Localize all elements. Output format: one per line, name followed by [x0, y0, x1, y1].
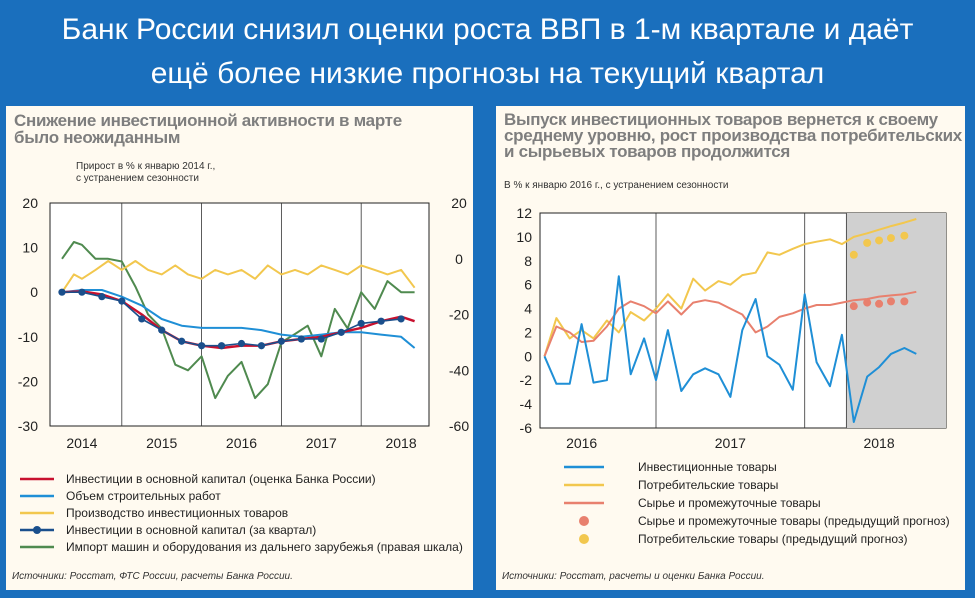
right-prev-forecast-point — [875, 236, 884, 245]
right-legend-label: Потребительские товары (предыдущий прогн… — [638, 532, 907, 546]
right-chart-y-tick-label: 6 — [524, 277, 532, 293]
right-chart-y-tick-label: -4 — [520, 396, 533, 412]
left-quarter-point — [118, 297, 126, 305]
right-chart-y-tick-label: 0 — [524, 348, 532, 364]
left-x-tick-label: 2017 — [306, 435, 337, 451]
left-y-tick-label: -20 — [18, 373, 38, 389]
right-series-line-0 — [543, 275, 917, 423]
left-chart-svg: 2014 2015 2016 2017 2018 20 10 0 -10 -20 -30 20 0 -20… — [18, 195, 470, 554]
right-prev-forecast-point — [886, 234, 895, 243]
right-legend-marker — [579, 534, 589, 544]
right-legend-label: Сырье и промежуточные товары (предыдущий… — [638, 514, 950, 528]
left-subtitle-line1: Прирост в % к январю 2014 г., — [76, 161, 216, 172]
right-y-tick-label: -60 — [449, 418, 469, 434]
right-title-line2: среднему уровню, рост производства потре… — [504, 126, 962, 145]
left-quarter-point — [138, 315, 146, 323]
right-prev-forecast-point — [875, 299, 884, 308]
right-chart-y-tick-label: 12 — [516, 205, 532, 221]
left-x-tick-label: 2016 — [226, 435, 257, 451]
left-title-line2: было неожиданным — [14, 128, 181, 147]
right-series-line-2 — [543, 290, 917, 357]
right-chart-x-tick-label: 2017 — [715, 435, 746, 451]
left-quarter-point — [357, 319, 365, 328]
right-y-tick-label: -40 — [449, 362, 469, 378]
right-series-line-1 — [543, 218, 917, 357]
right-prev-forecast-point — [863, 298, 872, 307]
right-chart-y-tick-label: -2 — [520, 372, 533, 388]
right-legend-label: Инвестиционные товары — [638, 460, 777, 474]
left-quarter-point — [198, 342, 206, 350]
right-legend-label: Сырье и промежуточные товары — [638, 496, 821, 510]
left-y-tick-label: 0 — [30, 284, 38, 300]
right-chart-source: Источники: Росстат, расчеты и оценки Бан… — [502, 571, 765, 582]
left-legend-label: Импорт машин и оборудования из дальнего … — [66, 540, 463, 554]
headline-line1: Банк России снизил оценки роста ВВП в 1-… — [61, 13, 914, 46]
left-series-line-1 — [61, 289, 416, 349]
right-title-line1: Выпуск инвестиционных товаров вернется к… — [504, 110, 938, 129]
right-prev-forecast-point — [849, 302, 858, 311]
left-quarter-point — [178, 337, 186, 345]
left-legend-marker — [33, 526, 41, 534]
left-quarter-point — [78, 288, 86, 296]
left-chart-panel: Снижение инвестиционной активности в мар… — [6, 106, 473, 590]
left-legend-label: Производство инвестиционных товаров — [66, 506, 288, 520]
left-quarter-point — [397, 315, 405, 323]
right-chart-y-tick-label: 2 — [524, 324, 532, 340]
left-quarter-point — [337, 328, 345, 336]
left-title-line1: Снижение инвестиционной активности в мар… — [14, 111, 402, 130]
headline-line2: ещё более низкие прогнозы на текущий ква… — [150, 57, 825, 90]
right-prev-forecast-point — [900, 231, 909, 240]
left-y-tick-label: -30 — [18, 418, 38, 434]
left-x-tick-label: 2018 — [385, 435, 416, 451]
left-chart-source: Источники: Росстат, ФТС России, расчеты … — [12, 571, 293, 582]
left-quarter-point — [257, 342, 266, 350]
right-chart-x-tick-label: 2016 — [566, 435, 597, 451]
left-series-line-4 — [61, 241, 415, 400]
right-y-tick-label: -20 — [449, 307, 469, 323]
right-y-tick-label: 20 — [451, 195, 467, 211]
right-chart-y-tick-label: 8 — [524, 253, 532, 269]
left-quarter-point — [58, 288, 66, 296]
left-chart-title: Снижение инвестиционной активности в мар… — [14, 112, 402, 146]
left-subtitle-line2: с устранением сезонности — [76, 173, 199, 184]
right-chart-y-tick-label: 10 — [516, 229, 532, 245]
right-y-tick-label: 0 — [455, 251, 463, 267]
right-chart-y-tick-label: -6 — [520, 420, 533, 436]
right-prev-forecast-point — [886, 297, 895, 306]
left-quarter-point — [158, 326, 166, 334]
left-quarter-point — [277, 337, 285, 345]
right-prev-forecast-point — [849, 250, 858, 259]
left-legend-label: Объем строительных работ — [66, 489, 221, 503]
headline: Банк России снизил оценки роста ВВП в 1-… — [0, 0, 975, 104]
left-quarter-point — [217, 342, 226, 350]
right-legend-marker — [579, 516, 589, 526]
left-chart-subtitle: Прирост в % к январю 2014 г., с устранен… — [76, 161, 215, 185]
left-y-tick-label: 10 — [22, 240, 38, 256]
left-y-tick-label: 20 — [22, 195, 38, 211]
right-chart-svg: 12 10 8 6 4 2 0 -2 -4 -6 2016 2017 2018 Инвестиционн… — [516, 205, 950, 546]
left-quarter-point — [237, 339, 246, 348]
right-chart-title: Выпуск инвестиционных товаров вернется к… — [504, 110, 962, 161]
right-chart-subtitle: В % к январю 2016 г., с устранением сезо… — [504, 180, 729, 191]
left-quarter-point — [98, 293, 106, 301]
left-quarter-point — [317, 335, 325, 343]
left-legend-label: Инвестиции в основной капитал (оценка Ба… — [66, 472, 376, 486]
left-series-line-2 — [61, 260, 416, 293]
left-quarter-point — [377, 317, 385, 325]
left-legend-label: Инвестиции в основной капитал (за кварта… — [66, 523, 316, 537]
left-plot-area — [49, 202, 430, 427]
left-x-tick-label: 2015 — [146, 435, 177, 451]
right-chart-x-tick-label: 2018 — [863, 435, 894, 451]
right-chart-y-tick-label: 4 — [524, 301, 532, 317]
left-y-tick-label: -10 — [18, 329, 38, 345]
right-title-line3: и сырьевых товаров продолжится — [504, 142, 791, 161]
left-x-tick-label: 2014 — [66, 435, 97, 451]
left-quarter-point — [297, 335, 305, 343]
right-prev-forecast-point — [863, 238, 872, 247]
right-chart-panel: Выпуск инвестиционных товаров вернется к… — [496, 106, 965, 590]
right-legend-label: Потребительские товары — [638, 478, 778, 492]
right-prev-forecast-point — [900, 297, 909, 306]
